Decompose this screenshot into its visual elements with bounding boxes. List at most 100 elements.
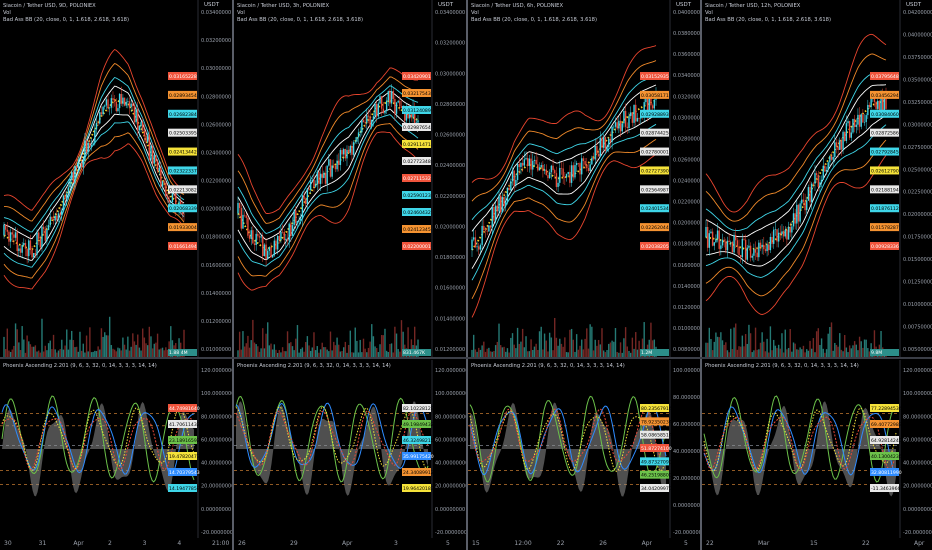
candle-body: [784, 229, 786, 237]
volume-bar: [574, 351, 576, 357]
candle-body: [825, 170, 828, 172]
candle-body: [110, 98, 113, 108]
candle-body: [137, 108, 139, 131]
osc-line: [703, 407, 897, 472]
candle-body: [848, 121, 851, 138]
volume-bar: [323, 347, 325, 357]
price-tick-label: 0.03000000: [435, 71, 465, 77]
candle-body: [95, 122, 98, 130]
volume-bar: [135, 344, 137, 357]
candle-body: [44, 229, 46, 241]
candle-body: [741, 238, 744, 258]
volume-bar: [582, 349, 585, 357]
candle-body: [715, 238, 717, 243]
volume-bar: [19, 350, 22, 357]
pane-divider[interactable]: [232, 0, 234, 550]
axis-unit: USDT: [438, 2, 454, 8]
volume-bar: [847, 352, 849, 357]
volume-bar: [794, 343, 796, 357]
candle-body: [810, 183, 813, 203]
oscillator-pane-4[interactable]: 120.00000000 100.00000000 80.00000000 60.00…: [702, 360, 932, 538]
volume-bar: [319, 349, 322, 357]
volume-bar: [650, 322, 652, 357]
price-badge: 0.03420901: [402, 72, 431, 80]
oscillator-pane-1[interactable]: 120.00000000 100.00000000 80.00000000 60.00…: [0, 360, 232, 538]
candle-body: [161, 181, 164, 187]
volume-bar: [62, 349, 65, 357]
candle-body: [85, 140, 88, 153]
price-tick-label: 0.01200000: [435, 347, 465, 353]
volume-bar: [621, 352, 623, 357]
pane-divider[interactable]: [700, 0, 702, 550]
price-badge: 0.01578287: [870, 223, 899, 232]
candle-body: [341, 150, 343, 155]
volume-bar: [42, 351, 45, 357]
volume-bar: [749, 333, 752, 357]
candle-body: [413, 106, 416, 123]
bb-band-1-upper: [705, 84, 887, 238]
bb-band-1_618-lower: [237, 114, 419, 267]
pane-divider-horizontal[interactable]: [0, 357, 932, 359]
candle-body: [518, 164, 520, 168]
osc-badge-label: 49.87327090: [641, 459, 672, 465]
price-tick-label: 0.03200000: [435, 41, 465, 47]
volume-bar: [535, 343, 537, 357]
candle-body: [850, 132, 853, 138]
volume-bar: [155, 342, 157, 357]
volume-bar: [369, 341, 371, 357]
candle-body: [478, 246, 480, 250]
candle-body: [557, 182, 559, 187]
candle-body: [858, 114, 861, 127]
header-title: Siacoin / Tether USD, 3h, POLONIEX: [237, 3, 329, 9]
price-pane-2[interactable]: 0.03400000 0.03200000 0.03000000 0.02800000…: [234, 0, 466, 357]
pane-divider[interactable]: [466, 0, 468, 550]
volume-bar: [308, 345, 310, 357]
volume-bar: [243, 346, 246, 357]
candle-body: [481, 225, 483, 245]
volume-bar: [616, 351, 618, 357]
volume-bar: [814, 352, 816, 357]
volume-bar: [82, 343, 84, 357]
candle-body: [8, 231, 10, 242]
candle-body: [569, 171, 571, 183]
volume-bar: [835, 344, 838, 357]
price-pane-1[interactable]: 0.03400000 0.03200000 0.03000000 0.02800000…: [0, 0, 232, 357]
volume-bar: [314, 350, 317, 357]
candle-body: [604, 137, 607, 151]
candle-body: [725, 241, 727, 251]
candle-body: [565, 174, 568, 178]
oscillator-pane-3[interactable]: 100.00000000 80.00000000 60.00000000 40.000…: [468, 360, 700, 538]
osc-tick-label: -20.00000000: [673, 530, 700, 536]
candle-body: [878, 100, 881, 113]
candle-body: [756, 252, 758, 258]
osc-tick-label: 60.00000000: [201, 437, 232, 443]
candle-body: [852, 118, 854, 133]
volume-bar: [331, 350, 333, 357]
volume-bar: [602, 350, 605, 357]
price-tick-label: 0.03250000: [903, 100, 932, 106]
candle-body: [751, 255, 753, 258]
volume-bar: [305, 342, 307, 357]
price-pane-4[interactable]: 0.04200000 0.04000000 0.03750000 0.03500000…: [702, 0, 932, 357]
candle-body: [746, 247, 748, 260]
oscillator-pane-2[interactable]: 120.00000000 100.00000000 80.00000000 60.00…: [234, 360, 466, 538]
volume-bar: [557, 345, 559, 357]
volume-bar: [123, 344, 126, 357]
price-badge-label: 0.02038205: [641, 244, 669, 250]
volume-bar: [16, 329, 18, 357]
volume-bar: [796, 349, 798, 357]
candle-body: [323, 172, 325, 178]
candle-body: [787, 227, 790, 240]
candle-body: [608, 138, 610, 148]
volume-bar: [311, 347, 314, 357]
price-tick-label: 0.01600000: [201, 263, 231, 269]
volume-bar: [581, 339, 583, 357]
volume-bar: [478, 347, 480, 357]
oscillator-svg: 120.00000000 100.00000000 80.00000000 60.00…: [234, 360, 466, 538]
candle-body: [415, 122, 418, 124]
price-tick-label: 0.02000000: [201, 207, 231, 213]
bb-band-3_618-upper: [471, 45, 657, 183]
candle-body: [318, 171, 320, 184]
